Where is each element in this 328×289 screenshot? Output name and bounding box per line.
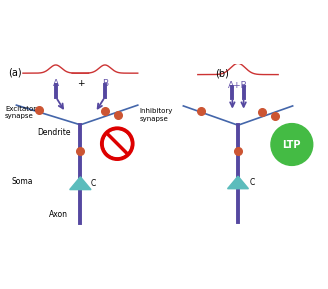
Text: (b): (b) xyxy=(215,69,229,79)
Text: A+B: A+B xyxy=(228,81,248,90)
Circle shape xyxy=(102,128,133,159)
Text: LTP: LTP xyxy=(283,140,301,149)
Polygon shape xyxy=(70,177,91,190)
Text: Dendrite: Dendrite xyxy=(38,128,71,137)
Text: +: + xyxy=(77,79,84,88)
Text: (a): (a) xyxy=(8,67,22,77)
Circle shape xyxy=(271,124,313,165)
Text: C: C xyxy=(91,179,96,188)
Text: Excitatory
synapse: Excitatory synapse xyxy=(5,106,40,119)
Polygon shape xyxy=(228,176,248,189)
Text: C: C xyxy=(250,178,255,187)
Text: A: A xyxy=(53,79,59,88)
Text: Inhibitory
synapse: Inhibitory synapse xyxy=(139,108,173,122)
Text: Soma: Soma xyxy=(11,177,33,186)
Text: B: B xyxy=(102,79,108,88)
Text: Axon: Axon xyxy=(49,210,68,219)
Circle shape xyxy=(105,131,130,156)
